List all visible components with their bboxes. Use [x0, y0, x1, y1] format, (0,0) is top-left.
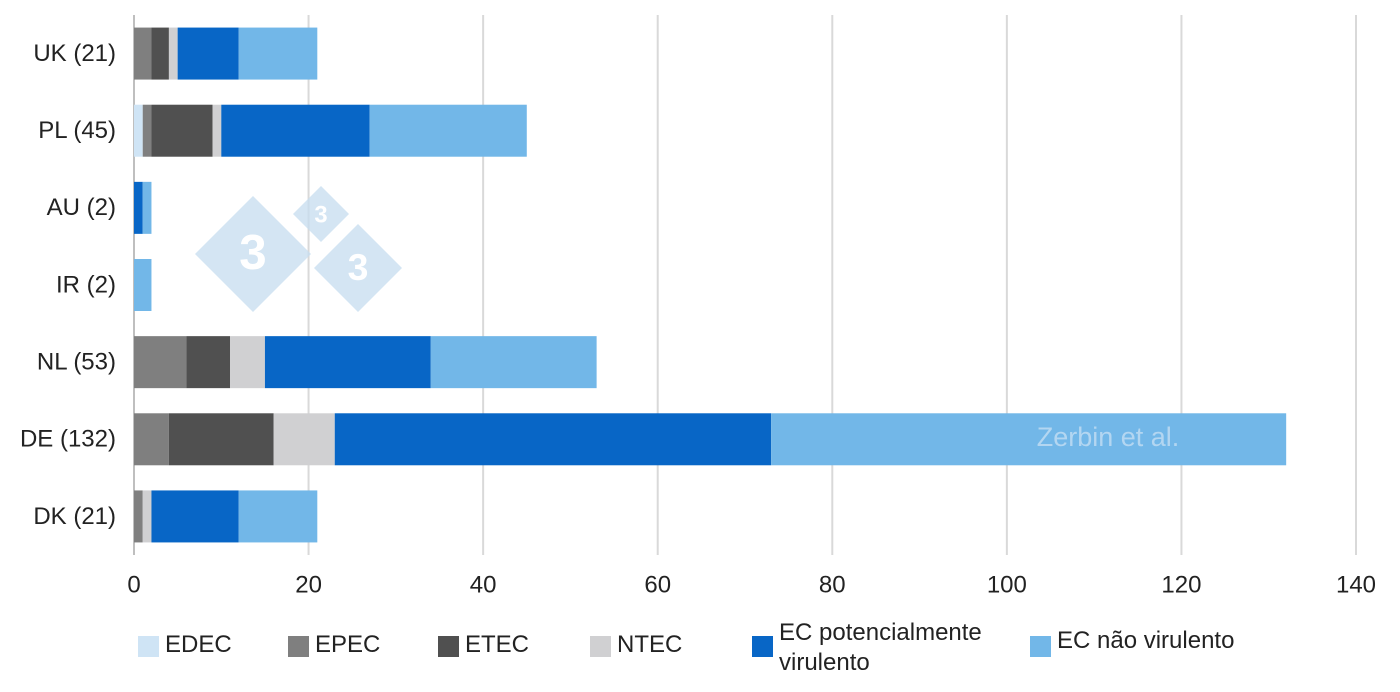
legend-label: EDEC [165, 631, 232, 658]
y-tick-label: UK (21) [33, 40, 116, 67]
bar-segment [177, 27, 239, 80]
bar-segment [142, 490, 152, 543]
bar-segment [369, 104, 527, 157]
bar-segment [168, 413, 274, 466]
x-tick-label: 100 [987, 571, 1027, 598]
bar-segment [168, 27, 178, 80]
bar-segment [273, 413, 335, 466]
legend-swatch [1030, 636, 1051, 657]
bar-segment [430, 336, 597, 389]
legend-item: ETEC [438, 622, 529, 660]
x-tick-label: 40 [470, 571, 497, 598]
bar-segment [334, 413, 772, 466]
bar-segment [134, 104, 143, 157]
bar-segment [186, 336, 231, 389]
bar-segment [771, 413, 1287, 466]
bar-segment [134, 490, 143, 543]
bar-segment [151, 104, 213, 157]
legend-label: EC potencialmente virulento [779, 619, 982, 676]
legend-label: NTEC [617, 631, 683, 658]
bar-segment [134, 27, 152, 80]
legend-item: EC potencialmente virulento [752, 619, 1009, 678]
y-tick-label: AU (2) [47, 194, 116, 221]
bar-segment [134, 336, 187, 389]
x-tick-label: 0 [127, 571, 140, 598]
x-tick-label: 20 [295, 571, 322, 598]
legend-swatch [590, 636, 611, 657]
bar-segment [151, 490, 239, 543]
x-tick-label: 80 [819, 571, 846, 598]
bar-segment [238, 27, 318, 80]
bar-segment [142, 181, 152, 234]
legend-item: EPEC [288, 622, 380, 660]
y-tick-label: DE (132) [20, 426, 116, 453]
watermark-text: 3 [348, 246, 369, 288]
annotation: Zerbin et al. [1037, 422, 1180, 452]
x-tick-label: 140 [1336, 571, 1376, 598]
x-tick-label: 120 [1161, 571, 1201, 598]
legend-item: EC não virulento [1030, 622, 1234, 657]
bar-segment [151, 27, 169, 80]
y-tick-label: DK (21) [33, 503, 116, 530]
watermark-text: 3 [314, 201, 327, 228]
y-tick-label: PL (45) [38, 117, 116, 144]
x-tick-label: 60 [644, 571, 671, 598]
legend-swatch [438, 636, 459, 657]
bar-segment [212, 104, 222, 157]
legend-item: NTEC [590, 622, 682, 660]
legend-label: EPEC [315, 631, 381, 658]
bar-segment [264, 336, 431, 389]
bar-segment [238, 490, 318, 543]
bar-segment [142, 104, 152, 157]
watermark-diamond [314, 223, 402, 312]
legend-swatch [288, 636, 309, 657]
watermark-text: 3 [239, 225, 266, 280]
y-tick-label: IR (2) [56, 271, 116, 298]
y-tick-label: NL (53) [37, 348, 116, 375]
legend-label: ETEC [465, 631, 530, 658]
bar-segment [134, 259, 152, 311]
legend-swatch [752, 636, 773, 657]
legend-item: EDEC [138, 622, 232, 660]
bar-segment [134, 413, 169, 466]
bar-segment [134, 181, 143, 234]
bar-segment [230, 336, 265, 389]
legend-label: EC não virulento [1057, 627, 1235, 654]
bar-segment [221, 104, 370, 157]
legend-swatch [138, 636, 159, 657]
watermark-diamond [195, 196, 311, 312]
